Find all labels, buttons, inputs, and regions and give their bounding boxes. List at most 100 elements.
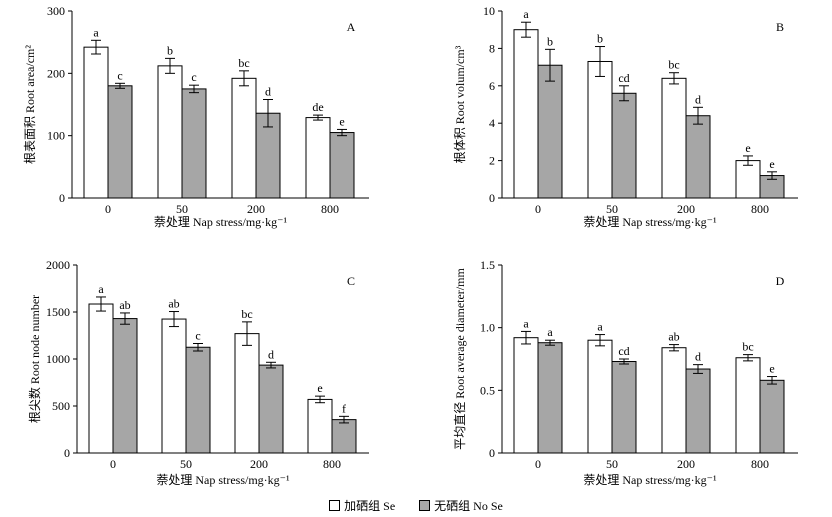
panel-b-ylabel: 根体积 Root volum/cm³	[453, 45, 467, 163]
panel-b-bar-se	[513, 29, 539, 199]
panel-a-significance-label: c	[191, 70, 196, 84]
panel-d-xtick-label: 0	[535, 457, 541, 471]
panel-c-significance-label: e	[317, 381, 322, 395]
panel-b-xtick-label: 0	[535, 202, 541, 216]
panel-d-ytick-label: 1.5	[480, 258, 495, 272]
legend-swatch-se	[329, 499, 341, 511]
panel-a-bar-no-se	[329, 132, 355, 199]
panel-c-ytick-label: 1000	[46, 352, 70, 366]
panel-c-bar-no-se	[331, 419, 357, 454]
panel-b-bar-se	[661, 77, 687, 199]
panel-c-ytick-label: 2000	[46, 258, 70, 272]
panel-a-ytick-label: 300	[47, 4, 65, 18]
panel-a-bar-se	[83, 46, 109, 199]
panel-b-significance-label: e	[769, 157, 774, 171]
panel-b-ytick-label: 2	[489, 154, 495, 168]
panel-a-significance-label: e	[339, 114, 344, 128]
panel-d-ytick-label: 0.5	[480, 383, 495, 397]
panel-b-ytick-label: 0	[489, 191, 495, 205]
panel-a-significance-label: d	[265, 85, 271, 99]
panel-a-ytick-label: 100	[47, 129, 65, 143]
legend-item-se: 加硒组 Se	[329, 497, 395, 514]
panel-c-xtick-label: 0	[110, 457, 116, 471]
panel-d-significance-label: cd	[618, 344, 629, 358]
panel-d-xtick-label: 800	[751, 457, 769, 471]
panel-d-significance-label: a	[597, 320, 603, 334]
panel-d-xlabel: 萘处理 Nap stress/mg·kg⁻¹	[583, 473, 717, 487]
panel-d-ytick-label: 1.0	[480, 321, 495, 335]
legend-label-se: 加硒组 Se	[344, 498, 396, 513]
panel-a-xtick-label: 50	[176, 202, 188, 216]
panel-b-ytick-label: 10	[483, 4, 495, 18]
panel-c-bar-no-se	[185, 346, 211, 454]
panel-c-bar-no-se	[258, 364, 284, 454]
panel-d-xtick-label: 50	[606, 457, 618, 471]
panel-a-bar-se	[231, 77, 257, 199]
panel-c-bar-se	[307, 398, 333, 454]
panel-b-significance-label: bc	[668, 58, 679, 72]
panel-d-ylabel: 平均直径 Root average diameter/mm	[453, 268, 467, 450]
panel-a-significance-label: b	[167, 43, 173, 57]
panel-c-significance-label: f	[342, 401, 346, 415]
legend-label-no-se: 无硒组 No Se	[434, 498, 503, 513]
panel-b-bar-no-se	[537, 64, 563, 199]
panel-d-letter: D	[776, 274, 785, 288]
panel-a-significance-label: c	[117, 68, 122, 82]
panel-c-xtick-label: 200	[250, 457, 268, 471]
panel-b-xtick-label: 800	[751, 202, 769, 216]
panel-c-xtick-label: 800	[323, 457, 341, 471]
panel-c-bar-se	[88, 303, 114, 454]
panel-a-bar-se	[305, 117, 331, 199]
panel-a-bar-no-se	[107, 85, 133, 199]
panel-d-bar-no-se	[685, 368, 711, 454]
panel-b-bar-se	[587, 60, 613, 199]
panel-d-bar-se	[513, 337, 539, 454]
panel-a-ytick-label: 0	[59, 191, 65, 205]
panel-c-significance-label: a	[98, 282, 104, 296]
panel-b-xtick-label: 50	[606, 202, 618, 216]
panel-a-letter: A	[347, 20, 356, 34]
panel-c-significance-label: d	[268, 347, 274, 361]
panel-d-bar-se	[587, 339, 613, 454]
panel-d-bar-no-se	[611, 361, 637, 454]
panel-b-significance-label: b	[597, 32, 603, 46]
panel-d-bar-no-se	[759, 379, 785, 454]
panel-d-bar-se	[735, 357, 761, 454]
panel-c-bar-no-se	[112, 318, 138, 454]
legend: 加硒组 Se 无硒组 No Se	[0, 495, 832, 515]
panel-b-significance-label: a	[523, 7, 529, 21]
panel-b-bar-no-se	[611, 92, 637, 199]
panel-a-bar-se	[157, 65, 183, 199]
panel-c-significance-label: ab	[119, 298, 130, 312]
panel-b-xtick-label: 200	[677, 202, 695, 216]
panel-d-xtick-label: 200	[677, 457, 695, 471]
panel-c-xlabel: 萘处理 Nap stress/mg·kg⁻¹	[156, 473, 290, 487]
panel-a-xlabel: 萘处理 Nap stress/mg·kg⁻¹	[154, 215, 288, 229]
panel-a-significance-label: a	[93, 25, 99, 39]
panel-d-ytick-label: 0	[489, 446, 495, 460]
panel-c-ylabel: 根尖数 Root node number	[27, 295, 42, 423]
panel-d-bar-se	[661, 347, 687, 454]
panel-b-bar-no-se	[685, 115, 711, 199]
panel-a-significance-label: de	[312, 100, 323, 114]
panel-b-ytick-label: 6	[489, 79, 495, 93]
panel-a-ylabel: 根表面积 Root area/cm²	[23, 45, 37, 164]
panel-d-significance-label: a	[523, 316, 529, 330]
panel-b-significance-label: cd	[618, 71, 629, 85]
panel-a-xtick-label: 200	[247, 202, 265, 216]
panel-d-bar-no-se	[537, 342, 563, 454]
panel-b-significance-label: e	[745, 141, 750, 155]
panel-a-ytick-label: 200	[47, 66, 65, 80]
panel-b-significance-label: b	[547, 34, 553, 48]
panel-c-ytick-label: 0	[64, 446, 70, 460]
panel-a-xtick-label: 0	[105, 202, 111, 216]
panel-d-significance-label: d	[695, 350, 701, 364]
panel-c-ytick-label: 500	[52, 399, 70, 413]
panel-c-significance-label: c	[195, 328, 200, 342]
panel-b-significance-label: d	[695, 92, 701, 106]
legend-item-no-se: 无硒组 No Se	[419, 497, 503, 514]
panel-d-significance-label: a	[547, 325, 553, 339]
panel-c-xtick-label: 50	[180, 457, 192, 471]
panel-b-ytick-label: 8	[489, 41, 495, 55]
